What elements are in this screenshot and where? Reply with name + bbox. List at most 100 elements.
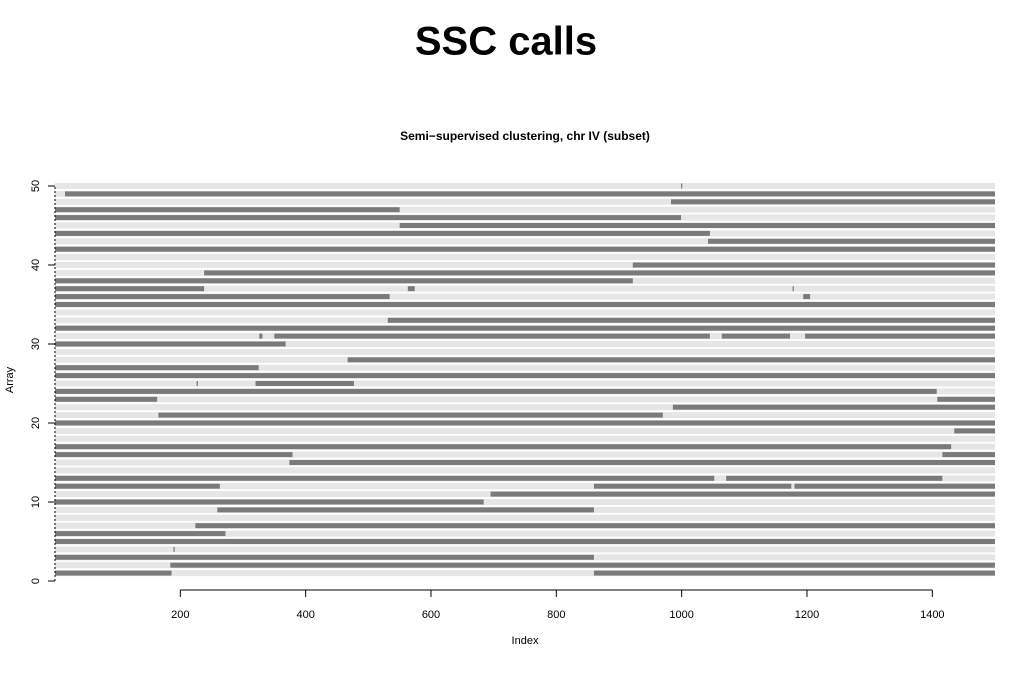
segment	[55, 554, 594, 560]
row-band	[55, 427, 995, 434]
row-band	[55, 396, 995, 403]
row-band	[55, 483, 995, 490]
segment	[170, 562, 996, 568]
row-band	[55, 499, 995, 505]
segment	[726, 475, 943, 481]
row-band	[55, 254, 995, 261]
segment	[387, 317, 995, 323]
segment	[55, 444, 952, 450]
row-band	[55, 183, 995, 189]
segment	[407, 286, 415, 292]
row-band	[55, 262, 995, 268]
segment	[55, 325, 995, 331]
segment	[937, 396, 995, 402]
x-tick-label: 1000	[669, 609, 693, 621]
segment	[55, 365, 259, 371]
row-band	[55, 238, 995, 245]
segment	[672, 404, 995, 410]
segment	[55, 483, 220, 489]
segment	[55, 388, 937, 394]
row-band	[55, 546, 995, 553]
segment	[490, 491, 995, 497]
segment	[55, 475, 715, 481]
y-tick-label: 20	[30, 417, 42, 429]
segment	[55, 302, 995, 307]
segment	[55, 278, 633, 284]
x-tick-label: 1400	[920, 609, 944, 621]
segment	[593, 483, 792, 489]
segment	[55, 246, 995, 252]
segment	[347, 357, 995, 363]
segment	[55, 341, 286, 347]
row-band	[55, 451, 995, 458]
segment	[55, 373, 995, 379]
segment	[55, 539, 995, 544]
segment	[196, 381, 198, 386]
segment	[289, 460, 996, 465]
row-band	[55, 530, 995, 537]
segment	[632, 262, 995, 268]
row-band	[55, 435, 995, 442]
segment	[55, 531, 226, 537]
segment	[942, 452, 995, 458]
row-band	[55, 467, 995, 474]
chart-title: Semi−supervised clustering, chr IV (subs…	[400, 129, 650, 143]
segment	[55, 396, 158, 402]
segment	[55, 286, 205, 292]
segment	[55, 215, 682, 221]
segment	[55, 420, 995, 426]
segment	[681, 183, 683, 189]
x-tick-label: 600	[422, 609, 440, 621]
segment	[204, 270, 995, 276]
segment	[65, 191, 995, 197]
row-band	[55, 348, 995, 355]
segment	[671, 199, 995, 205]
segment	[792, 286, 794, 292]
y-tick-label: 50	[30, 180, 42, 192]
page-title: SSC calls	[415, 20, 597, 64]
x-tick-label: 1200	[795, 609, 819, 621]
y-axis-label: Array	[4, 366, 16, 393]
segment	[55, 230, 710, 236]
segment	[55, 452, 293, 458]
segment	[195, 523, 995, 529]
y-tick-label: 0	[30, 578, 42, 584]
segment	[55, 207, 400, 213]
segment	[794, 483, 995, 489]
row-band	[55, 380, 995, 387]
row-band	[55, 570, 995, 577]
row-band	[55, 198, 995, 205]
segment	[255, 381, 354, 386]
segment	[805, 333, 995, 339]
segment	[173, 546, 175, 552]
segment	[274, 333, 710, 339]
segment	[55, 499, 484, 505]
x-tick-label: 800	[547, 609, 565, 621]
segment	[593, 570, 995, 576]
y-tick-label: 10	[30, 496, 42, 508]
segment	[803, 294, 811, 300]
segment	[55, 570, 172, 576]
y-tick-label: 30	[30, 338, 42, 350]
y-tick-label: 40	[30, 259, 42, 271]
row-band	[55, 364, 995, 371]
row-band	[55, 206, 995, 213]
row-band	[55, 514, 995, 521]
segment	[707, 238, 995, 244]
x-tick-label: 400	[296, 609, 314, 621]
segment	[158, 412, 663, 418]
segment	[217, 507, 594, 513]
segment	[721, 333, 791, 339]
x-tick-label: 200	[171, 609, 189, 621]
segment	[399, 223, 996, 228]
row-band	[55, 309, 995, 316]
x-axis-label: Index	[512, 635, 539, 647]
row-band	[55, 404, 995, 411]
row-band	[55, 341, 995, 347]
segment	[55, 294, 390, 300]
segment	[954, 428, 995, 434]
row-band	[55, 293, 995, 300]
row-band	[55, 285, 995, 292]
segment	[259, 333, 263, 339]
